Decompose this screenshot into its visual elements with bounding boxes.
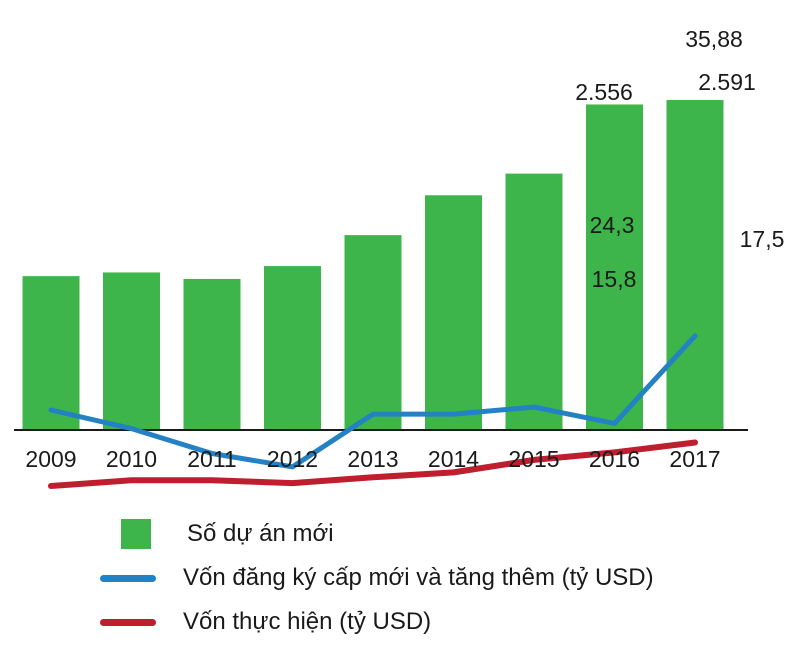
bars-layer xyxy=(22,100,724,431)
legend-item-registered-capital: Vốn đăng ký cấp mới và tăng thêm (tỷ USD… xyxy=(100,556,758,600)
legend-label-registered-capital: Vốn đăng ký cấp mới và tăng thêm (tỷ USD… xyxy=(183,564,654,591)
x-tick-2011: 2011 xyxy=(187,446,236,472)
bar-2015 xyxy=(505,173,563,430)
bar-2010 xyxy=(103,272,160,430)
x-tick-2016: 2016 xyxy=(589,446,640,472)
registered-label-2017: 35,88 xyxy=(685,26,743,52)
x-tick-labels: 2009 2010 2011 2012 2013 2014 2015 2016 2017 xyxy=(25,446,720,472)
legend-swatch-registered-capital xyxy=(100,574,156,582)
disbursed-label-2017: 17,5 xyxy=(740,226,785,252)
bar-2012 xyxy=(264,266,321,430)
x-tick-2014: 2014 xyxy=(428,446,479,472)
bar-label-2017: 2.591 xyxy=(698,69,756,95)
bar-2011 xyxy=(183,278,241,430)
bar-2017 xyxy=(666,100,724,430)
bar-label-2016: 2.556 xyxy=(575,79,633,105)
bar-2016 xyxy=(586,104,643,431)
x-tick-2015: 2015 xyxy=(508,446,559,472)
lines-layer xyxy=(48,333,698,489)
legend-swatch-disbursed-capital xyxy=(100,618,156,626)
x-tick-2012: 2012 xyxy=(267,446,318,472)
legend: Số dự án mới Vốn đăng ký cấp mới và tăng… xyxy=(100,512,758,644)
x-tick-2009: 2009 xyxy=(25,446,76,472)
legend-item-disbursed-capital: Vốn thực hiện (tỷ USD) xyxy=(100,600,758,644)
x-tick-2013: 2013 xyxy=(347,446,398,472)
legend-label-bars: Số dự án mới xyxy=(187,520,334,547)
legend-swatch-bars xyxy=(121,519,151,549)
legend-item-bars: Số dự án mới xyxy=(118,512,758,556)
series-line-registered-capital xyxy=(48,333,698,470)
series-line-disbursed-capital xyxy=(48,439,698,489)
x-tick-2010: 2010 xyxy=(106,446,157,472)
disbursed-label-2016: 15,8 xyxy=(592,266,637,292)
x-tick-2017: 2017 xyxy=(669,446,720,472)
bar-2013 xyxy=(344,235,402,430)
registered-label-2016: 24,3 xyxy=(590,212,635,238)
bar-2009 xyxy=(22,276,80,430)
bar-2014 xyxy=(425,195,482,430)
legend-label-disbursed-capital: Vốn thực hiện (tỷ USD) xyxy=(183,608,432,635)
data-labels: 2.556 2.591 24,3 35,88 15,8 17,5 xyxy=(575,26,784,292)
